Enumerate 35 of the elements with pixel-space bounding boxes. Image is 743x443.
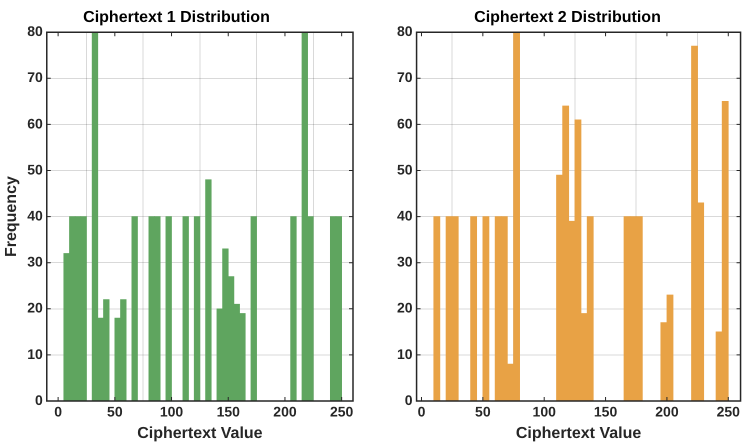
y-tick-label: 70 xyxy=(396,69,413,86)
x-tick-label: 150 xyxy=(594,403,618,420)
x-tick-label: 0 xyxy=(54,403,62,420)
x-tick-label: 50 xyxy=(475,403,491,420)
x-tick-label: 0 xyxy=(418,403,426,420)
y-tick-label: 30 xyxy=(27,254,43,270)
x-tick-label: 100 xyxy=(532,403,556,420)
y-tick-label: 60 xyxy=(27,115,43,132)
x-tick-label: 200 xyxy=(273,403,297,420)
y-tick-label: 40 xyxy=(396,207,413,224)
x-tick-label: 50 xyxy=(107,403,123,420)
y-tick-label: 20 xyxy=(27,300,43,316)
y-tick-label: 80 xyxy=(396,23,413,40)
x-tick-label: 150 xyxy=(216,403,240,420)
y-tick-label: 0 xyxy=(404,392,413,408)
y-tick-label: 60 xyxy=(396,115,413,132)
x-axis-title: Ciphertext Value xyxy=(516,424,642,442)
x-axis-title: Ciphertext Value xyxy=(137,424,263,442)
y-tick-label: 0 xyxy=(34,392,43,408)
chart-title: Ciphertext 2 Distribution xyxy=(474,9,661,26)
x-tick-label: 200 xyxy=(655,403,679,420)
y-tick-label: 50 xyxy=(396,161,413,178)
x-tick-label: 250 xyxy=(330,403,354,420)
y-tick-label: 10 xyxy=(396,346,413,362)
y-tick-label: 70 xyxy=(27,69,43,86)
y-tick-label: 30 xyxy=(396,254,413,270)
y-tick-label: 20 xyxy=(396,300,413,316)
x-tick-label: 250 xyxy=(716,403,740,420)
y-tick-label: 80 xyxy=(27,23,43,40)
y-tick-label: 50 xyxy=(27,161,43,178)
y-tick-label: 40 xyxy=(27,207,43,224)
x-tick-label: 100 xyxy=(160,403,184,420)
y-tick-label: 10 xyxy=(27,346,43,362)
chart-title: Ciphertext 1 Distribution xyxy=(83,9,270,26)
y-axis-title: Frequency xyxy=(3,176,20,258)
